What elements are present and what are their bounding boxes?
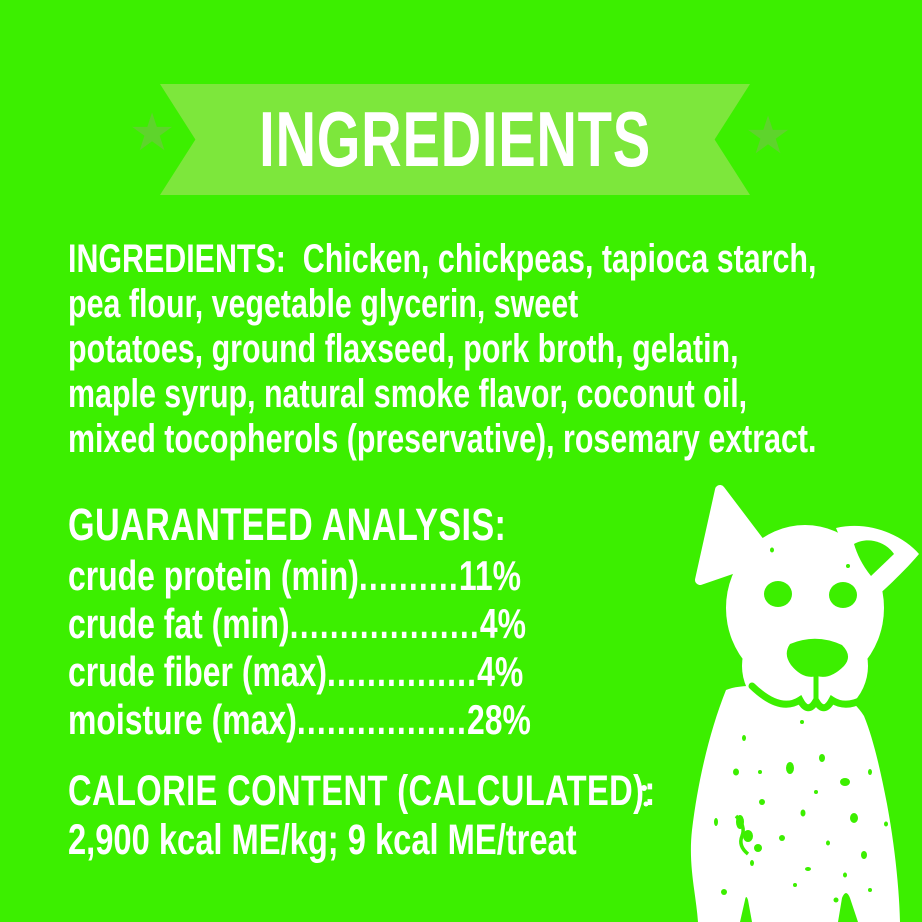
analysis-label: crude protein (min) [68,552,359,599]
analysis-value: 4% [479,600,526,647]
ingredients-banner-ribbon: INGREDIENTS [160,84,750,195]
banner-title: INGREDIENTS [259,95,651,183]
calorie-content-heading: CALORIE CONTENT (CALCULATED): [68,767,656,815]
ingredients-line: mixed tocopherols (preservative), rosema… [68,417,817,461]
guaranteed-analysis-section: GUARANTEED ANALYSIS: crude protein (min)… [68,498,677,744]
star-icon: ★ [128,103,176,163]
dog-eye-left [764,581,792,607]
analysis-value: 28% [466,696,531,743]
ingredients-line: pea flour, vegetable glycerin, sweet [68,282,579,326]
white-speck [643,801,649,807]
dog-eye-right [829,582,857,608]
star-icon: ★ [744,106,792,166]
leader-dots: ................. [296,696,467,743]
dog-ear-fold [854,540,894,576]
leader-dots: ............... [326,648,478,695]
ingredients-line: potatoes, ground flaxseed, pork broth, g… [68,327,739,371]
leader-dots: ................... [289,600,480,647]
analysis-label: crude fiber (max) [68,648,327,695]
guaranteed-analysis-heading: GUARANTEED ANALYSIS: [68,499,507,550]
analysis-row: crude protein (min)..........11% [68,552,531,600]
leader-dots: .......... [358,552,459,599]
analysis-value: 11% [458,552,522,599]
analysis-label: crude fat (min) [68,600,290,647]
dog-texture-speckles [714,547,888,903]
calorie-content-section: CALORIE CONTENT (CALCULATED): 2,900 kcal… [68,766,841,864]
ingredients-line: INGREDIENTS: Chicken, chickpeas, tapioca… [68,237,817,281]
calorie-content-value: 2,900 kcal ME/kg; 9 kcal ME/treat [68,816,577,864]
dog-nose [786,638,849,677]
analysis-row: crude fat (min)...................4% [68,600,531,648]
analysis-row: crude fiber (max)...............4% [68,648,531,696]
dog-mouth [748,672,884,712]
ingredients-paragraph: INGREDIENTS: Chicken, chickpeas, tapioca… [68,237,922,462]
ingredients-line: maple syrup, natural smoke flavor, cocon… [68,372,748,416]
analysis-value: 4% [477,648,524,695]
analysis-label: moisture (max) [68,696,297,743]
dog-illustration [641,485,919,922]
analysis-row: moisture (max).................28% [68,696,531,744]
white-speck [641,785,647,791]
